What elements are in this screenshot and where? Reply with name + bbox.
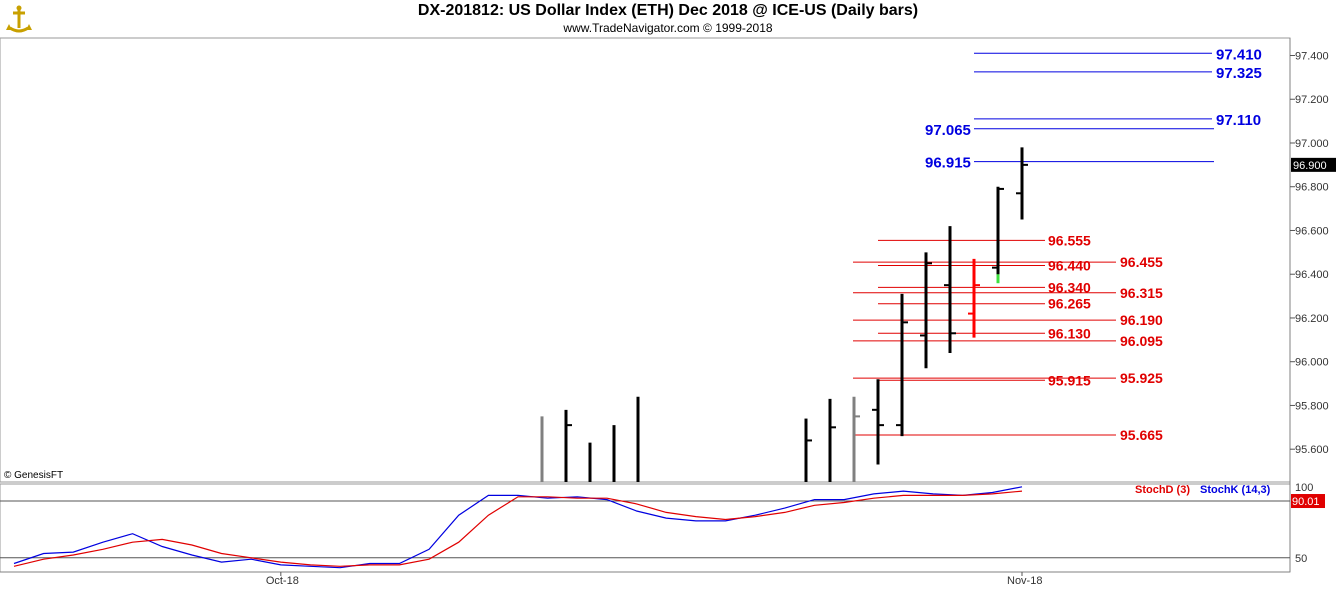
price-tick-label: 96.600	[1295, 225, 1329, 237]
copyright-label: © GenesisFT	[4, 470, 63, 481]
red-level-label: 96.265	[1048, 296, 1091, 312]
blue-level-label: 97.065	[925, 122, 971, 139]
blue-level-label: 97.410	[1216, 46, 1262, 63]
red-level-label: 96.340	[1048, 279, 1091, 295]
red-level-label: 96.190	[1120, 312, 1163, 328]
red-level-label: 96.555	[1048, 232, 1091, 248]
red-level-label: 95.925	[1120, 370, 1163, 386]
price-tick-label: 96.800	[1295, 182, 1329, 194]
red-level-label: 95.915	[1048, 372, 1091, 388]
osc-last-value-label: 90.01	[1292, 496, 1320, 508]
red-level-label: 96.455	[1120, 254, 1163, 270]
blue-level-label: 97.110	[1216, 112, 1261, 129]
price-tick-label: 97.400	[1295, 50, 1329, 62]
chart-title: DX-201812: US Dollar Index (ETH) Dec 201…	[417, 2, 919, 19]
red-level-label: 96.315	[1120, 285, 1163, 301]
legend-stochd: StochD (3)	[1135, 484, 1190, 496]
last-price-badge	[1291, 157, 1336, 172]
osc-tick-label: 50	[1295, 553, 1307, 565]
price-tick-label: 97.200	[1295, 94, 1329, 106]
chart-subtitle: www.TradeNavigator.com © 1999-2018	[563, 21, 773, 35]
price-tick-label: 95.600	[1295, 444, 1329, 456]
legend-stochk: StochK (14,3)	[1200, 484, 1271, 496]
price-tick-label: 96.000	[1295, 357, 1329, 369]
trade-navigator-logo-icon	[6, 5, 32, 33]
price-tick-label: 95.800	[1295, 400, 1329, 412]
red-level-label: 96.095	[1120, 333, 1163, 349]
osc-series-line	[13, 486, 1023, 569]
price-tick-label: 97.000	[1295, 138, 1329, 150]
blue-level-label: 97.325	[1216, 65, 1262, 82]
osc-last-value-badge	[1291, 494, 1325, 509]
osc-tick-label: 100	[1295, 482, 1313, 494]
price-tick-label: 96.400	[1295, 269, 1329, 281]
green-signal-marker	[996, 274, 1000, 284]
x-tick-label: Oct-18	[266, 575, 299, 587]
price-tick-label: 96.200	[1295, 313, 1329, 325]
red-level-label: 96.440	[1048, 257, 1091, 273]
chart-header: DX-201812: US Dollar Index (ETH) Dec 201…	[0, 0, 1336, 38]
last-price-label: 96.900	[1293, 160, 1327, 172]
blue-level-label: 96.915	[925, 155, 971, 172]
osc-series-line	[13, 490, 1023, 567]
red-level-label: 95.665	[1120, 427, 1163, 443]
x-tick-label: Nov-18	[1007, 575, 1042, 587]
red-level-label: 96.130	[1048, 325, 1091, 341]
